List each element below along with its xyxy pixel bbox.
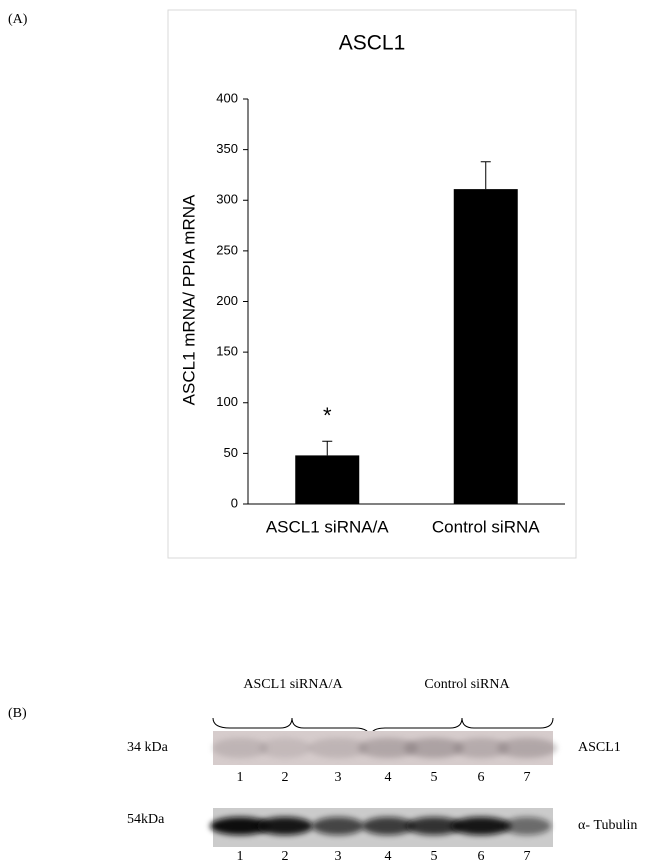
panel-label: (B) — [8, 706, 27, 721]
y-tick-label: 50 — [224, 445, 238, 460]
chart-title: ASCL1 — [339, 32, 406, 55]
y-tick-label: 400 — [216, 90, 238, 105]
y-tick-label: 200 — [216, 293, 238, 308]
bar — [454, 189, 518, 504]
lane-number: 1 — [237, 849, 244, 864]
y-tick-label: 250 — [216, 242, 238, 257]
band — [259, 738, 311, 758]
band — [497, 738, 557, 758]
western-blot: ASCL1 siRNA/A Control siRNA 1 2 3 4 5 6 7 34 kDa A… — [127, 677, 637, 864]
panel-label: (A) — [8, 12, 28, 27]
bar — [295, 455, 359, 504]
group-label: Control siRNA — [424, 677, 510, 692]
y-tick-label: 150 — [216, 344, 238, 359]
protein-label: ASCL1 — [578, 740, 621, 755]
lane-number: 7 — [524, 849, 531, 864]
y-tick-label: 100 — [216, 394, 238, 409]
lane-number: 5 — [431, 849, 438, 864]
lane-number: 2 — [282, 770, 289, 785]
x-tick-label: ASCL1 siRNA/A — [266, 517, 389, 536]
lane-number: 5 — [431, 770, 438, 785]
lane-number: 6 — [478, 770, 485, 785]
lane-number: 2 — [282, 849, 289, 864]
lane-number: 4 — [385, 770, 392, 785]
band — [257, 817, 313, 835]
band — [312, 817, 364, 835]
y-axis-label: ASCL1 mRNA/ PPIA mRNA — [179, 194, 198, 405]
y-tick-label: 0 — [231, 495, 238, 510]
lane-number: 6 — [478, 849, 485, 864]
annotation: * — [323, 403, 332, 428]
molecular-weight: 34 kDa — [127, 740, 169, 755]
lane-number: 4 — [385, 849, 392, 864]
molecular-weight: 54kDa — [127, 812, 165, 827]
figure: (A) (B) ASCL1 ASCL1 mRNA/ PPIA mRNA 0 50 1… — [0, 0, 661, 865]
lane-number: 3 — [335, 770, 342, 785]
y-tick-label: 350 — [216, 141, 238, 156]
lane-number: 1 — [237, 770, 244, 785]
lane-number: 7 — [524, 770, 531, 785]
protein-label: α- Tubulin — [578, 818, 637, 833]
x-tick-label: Control siRNA — [432, 517, 540, 536]
group-label: ASCL1 siRNA/A — [243, 677, 343, 692]
lane-number: 3 — [335, 849, 342, 864]
band — [451, 817, 511, 835]
page: (A) (B) ASCL1 ASCL1 mRNA/ PPIA mRNA 0 50 1… — [0, 0, 661, 865]
band — [503, 817, 551, 835]
y-tick-label: 300 — [216, 192, 238, 207]
